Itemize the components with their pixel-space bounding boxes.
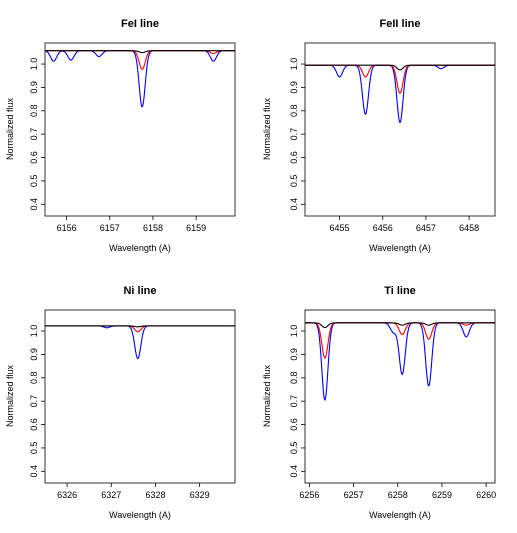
x-tick-label: 6257 xyxy=(344,490,364,500)
x-tick-label: 6458 xyxy=(459,223,479,233)
y-tick-label: 1.0 xyxy=(29,58,39,71)
panel-title: Ti line xyxy=(384,285,416,297)
panel-title: FeI line xyxy=(121,18,159,30)
plot-frame xyxy=(304,309,496,484)
x-tick-label: 6258 xyxy=(388,490,408,500)
y-tick-label: 0.7 xyxy=(29,395,39,408)
y-axis-label: Normalized flux xyxy=(5,364,15,427)
panel-ni: Ni line 0.40.50.60.70.80.91.0 6326 6327 63… xyxy=(5,285,236,520)
y-tick-label: 1.0 xyxy=(29,325,39,338)
y-tick-label: 0.5 xyxy=(289,442,299,455)
y-tick-label: 1.0 xyxy=(289,58,299,71)
plot-frame xyxy=(44,42,236,217)
series-lines xyxy=(305,322,495,402)
series-lines xyxy=(45,50,235,108)
y-tick-label: 0.9 xyxy=(29,348,39,361)
spectrum-line-1 xyxy=(45,50,235,70)
y-tick-label: 1.0 xyxy=(289,325,299,338)
x-tick-label: 6327 xyxy=(101,490,121,500)
x-tick-label: 6259 xyxy=(432,490,452,500)
spectrum-line-2 xyxy=(305,64,495,71)
x-ticks: 6326 6327 6328 6329 xyxy=(57,483,210,500)
y-tick-label: 0.6 xyxy=(29,151,39,164)
plot-frame xyxy=(44,309,236,484)
spectrum-line-2 xyxy=(45,325,235,328)
y-tick-label: 0.6 xyxy=(289,418,299,431)
y-tick-label: 0.9 xyxy=(289,348,299,361)
x-tick-label: 6457 xyxy=(416,223,436,233)
x-tick-label: 6455 xyxy=(330,223,350,233)
y-tick-label: 0.7 xyxy=(289,395,299,408)
x-ticks: 6455 6456 6457 6458 xyxy=(330,216,479,233)
y-tick-label: 0.9 xyxy=(289,81,299,94)
x-axis-label: Wavelength (A) xyxy=(109,243,171,253)
y-tick-label: 0.4 xyxy=(289,198,299,211)
panel-feI: FeI line 0.40.50.60.70.80.91.0 6156 6157 6… xyxy=(5,18,236,253)
plot-frame xyxy=(304,42,496,217)
y-ticks: 0.4 0.5 0.6 0.7 0.8 0.9 1.0 xyxy=(29,325,45,478)
y-tick-label: 0.5 xyxy=(289,175,299,188)
series-lines xyxy=(45,325,235,360)
y-tick-label: 0.8 xyxy=(29,105,39,118)
y-tick-label: 0.6 xyxy=(289,151,299,164)
y-tick-label: 0.5 xyxy=(29,175,39,188)
panel-title: Ni line xyxy=(123,285,156,297)
panel-feII: FeII line 0.4 0.5 0.6 0.7 0.8 0.9 1.0 6455 6456… xyxy=(262,18,496,253)
spectrum-line-2 xyxy=(305,322,495,329)
y-tick-label: 0.6 xyxy=(29,418,39,431)
x-tick-label: 6159 xyxy=(186,223,206,233)
x-axis-label: Wavelength (A) xyxy=(109,510,171,520)
spectrum-line-1 xyxy=(305,322,495,359)
y-axis-label: Normalized flux xyxy=(5,97,15,160)
x-tick-label: 6328 xyxy=(145,490,165,500)
y-tick-label: 0.8 xyxy=(289,105,299,118)
series-lines xyxy=(305,64,495,124)
panel-ti: Ti line 0.40.50.60.70.80.91.0 6256 6257 62… xyxy=(262,285,496,520)
y-tick-label: 0.7 xyxy=(29,128,39,141)
x-ticks: 6156 6157 6158 6159 xyxy=(57,216,206,233)
x-tick-label: 6329 xyxy=(190,490,210,500)
y-tick-label: 0.4 xyxy=(29,198,39,211)
y-tick-label: 0.8 xyxy=(289,372,299,385)
x-tick-label: 6260 xyxy=(476,490,496,500)
x-tick-label: 6326 xyxy=(57,490,77,500)
y-tick-label: 0.7 xyxy=(289,128,299,141)
panel-title: FeII line xyxy=(380,18,421,30)
y-ticks: 0.4 0.5 0.6 0.7 0.8 0.9 1.0 xyxy=(289,58,305,211)
y-tick-label: 0.8 xyxy=(29,372,39,385)
x-tick-label: 6256 xyxy=(299,490,319,500)
y-ticks: 0.4 0.5 0.6 0.7 0.8 0.9 1.0 xyxy=(289,325,305,478)
x-axis-label: Wavelength (A) xyxy=(369,510,431,520)
y-axis-label: Normalized flux xyxy=(262,364,272,427)
x-tick-label: 6156 xyxy=(57,223,77,233)
spectrum-line-2 xyxy=(45,50,235,54)
x-tick-label: 6456 xyxy=(373,223,393,233)
x-tick-label: 6158 xyxy=(143,223,163,233)
y-tick-label: 0.4 xyxy=(29,465,39,478)
x-tick-label: 6157 xyxy=(100,223,120,233)
y-axis-label: Normalized flux xyxy=(262,97,272,160)
spectrum-line-0 xyxy=(305,322,495,402)
x-ticks: 6256 6257 6258 6259 6260 xyxy=(299,483,496,500)
y-tick-label: 0.4 xyxy=(289,465,299,478)
y-tick-label: 0.9 xyxy=(29,81,39,94)
x-axis-label: Wavelength (A) xyxy=(369,243,431,253)
y-tick-label: 0.5 xyxy=(29,442,39,455)
y-ticks: 0.4 0.5 0.6 0.7 0.8 0.9 1.0 xyxy=(29,58,45,211)
spectrum-line-0 xyxy=(45,50,235,108)
